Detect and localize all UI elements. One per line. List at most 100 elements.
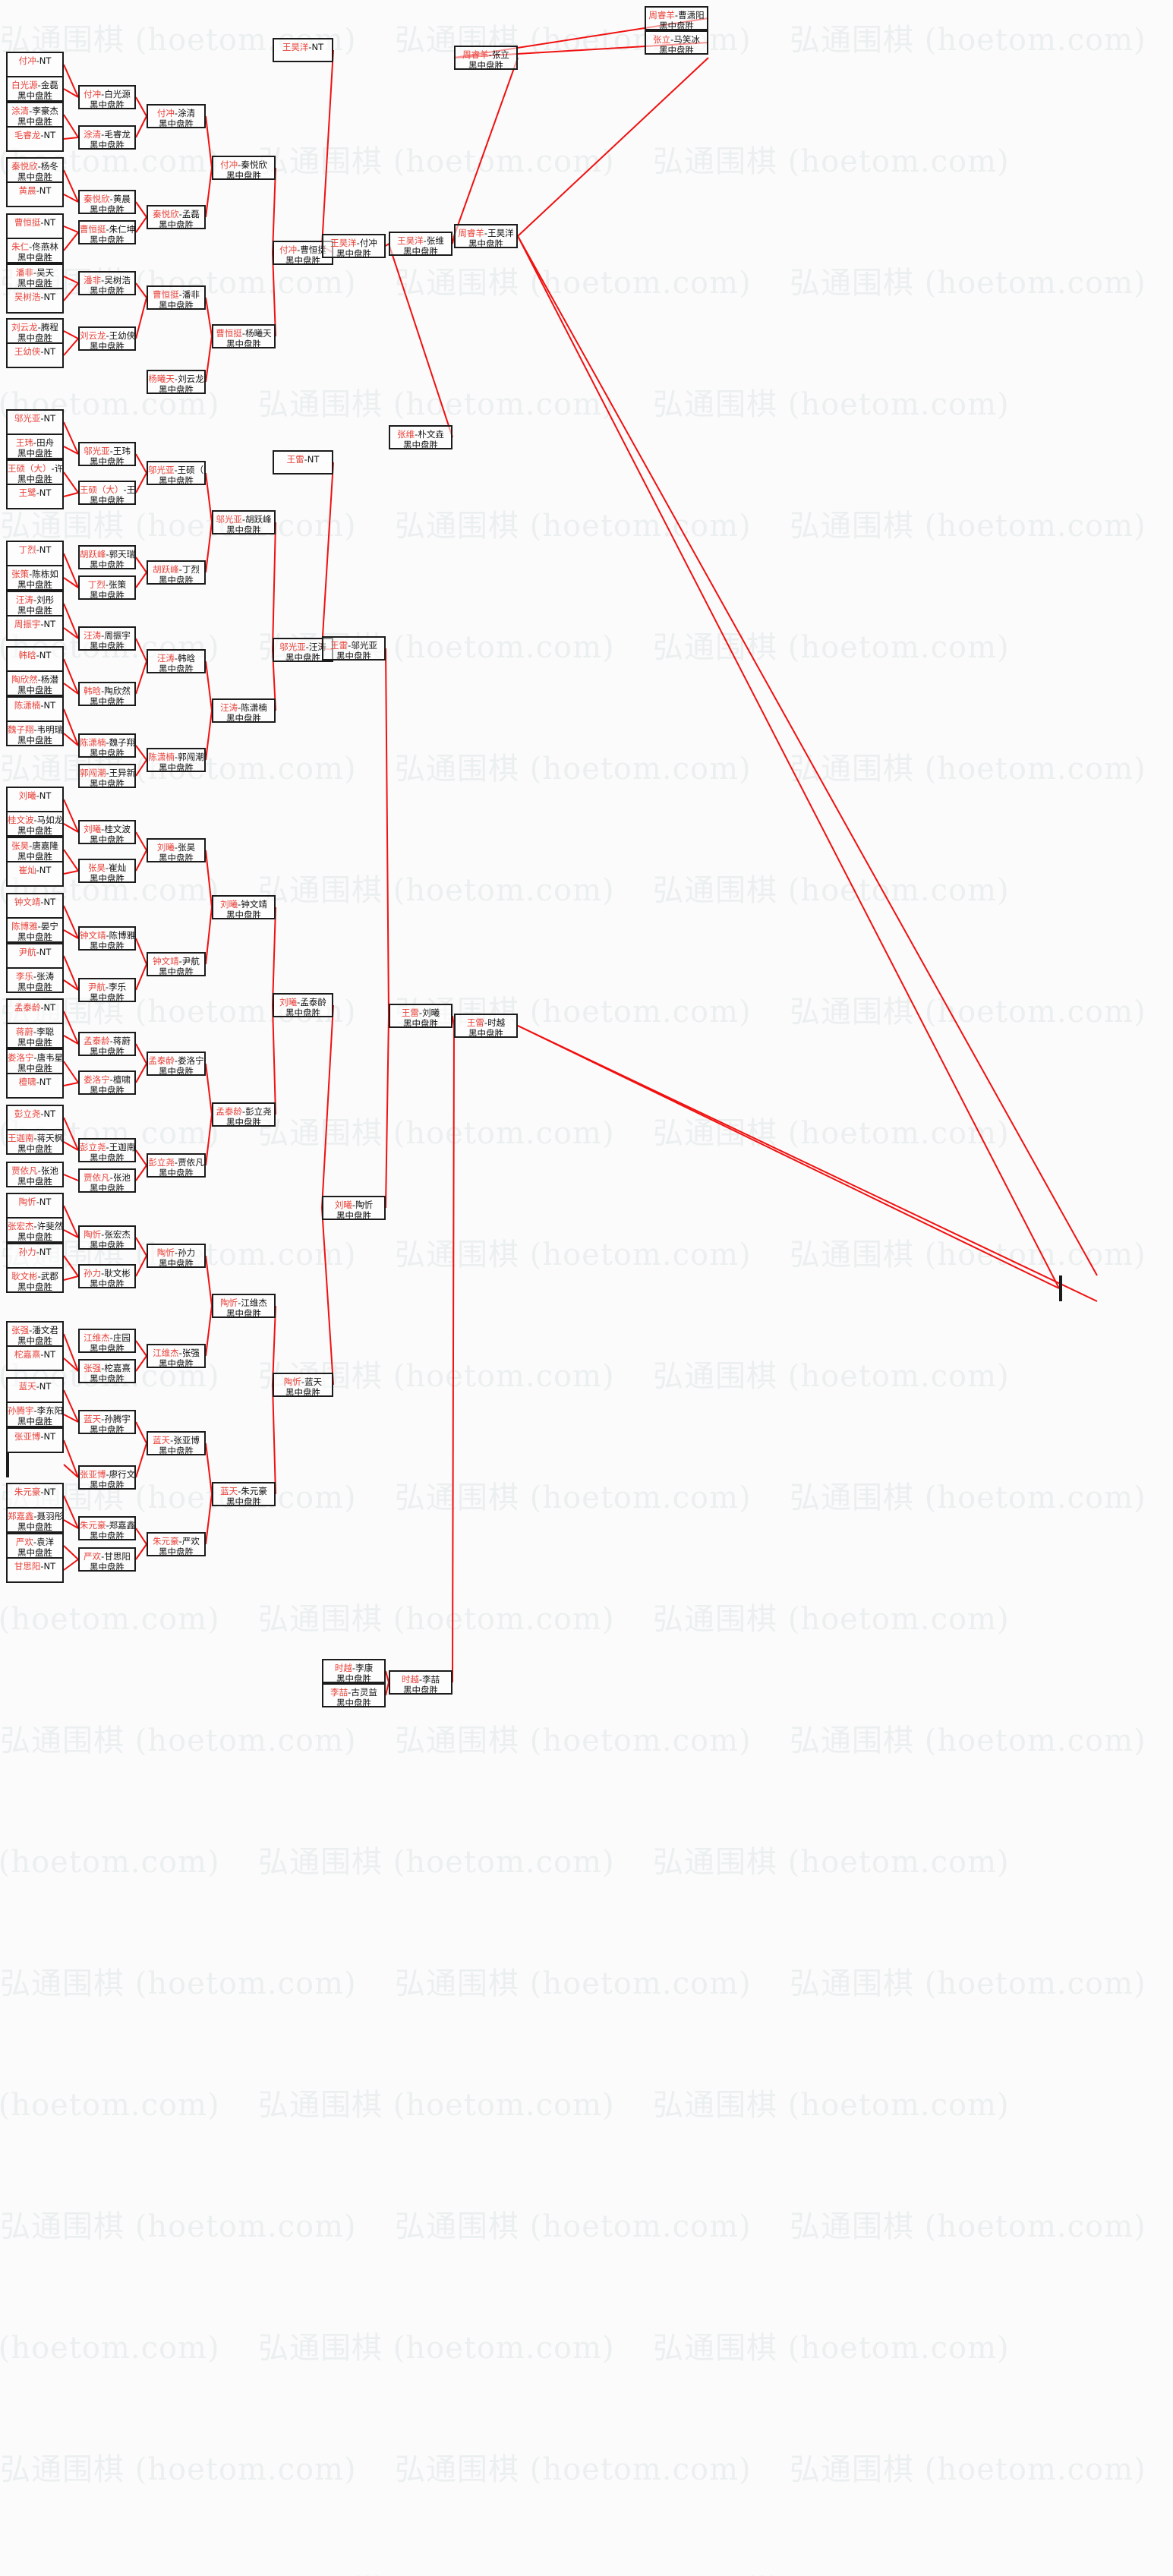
match-box[interactable]: 周睿羊-曹潇阳 黑中盘胜 <box>645 6 708 30</box>
match-box[interactable]: 刘云龙-腾程 黑中盘胜 <box>6 318 64 344</box>
match-box[interactable]: 朱元豪-NT <box>6 1483 64 1509</box>
match-box[interactable]: 付冲-涂清 黑中盘胜 <box>147 104 206 128</box>
match-box[interactable]: 陈博雅-晏宁 黑中盘胜 <box>6 917 64 943</box>
match-box[interactable]: 时越-李喆 黑中盘胜 <box>389 1670 452 1695</box>
match-box[interactable]: 江维杰-张强 黑中盘胜 <box>147 1344 206 1368</box>
match-box[interactable]: 彭立尧-贾依凡 黑中盘胜 <box>147 1153 206 1178</box>
match-box[interactable]: 蓝天-朱元豪 黑中盘胜 <box>212 1482 276 1506</box>
match-box[interactable]: 孙腾宇-李东阳 黑中盘胜 <box>6 1402 64 1427</box>
match-box[interactable]: 王雷-周睿羊白中盘胜 <box>1059 1275 1062 1301</box>
match-box[interactable]: 张立-马笑冰 黑中盘胜 <box>645 30 708 55</box>
match-box[interactable]: 严欢-甘思阳 黑中盘胜 <box>78 1547 136 1572</box>
match-box[interactable]: 娄洛宁-唐韦星 黑中盘胜 <box>6 1048 64 1074</box>
match-box[interactable]: 桂文波-马如龙 黑中盘胜 <box>6 811 64 837</box>
match-box[interactable]: 曹恒挺-朱仁坤 黑中盘胜 <box>78 220 136 244</box>
match-box[interactable]: 陶忻-NT <box>6 1193 64 1219</box>
match-box[interactable]: 孟泰龄-NT <box>6 998 64 1024</box>
match-box[interactable]: 江维杰-庄园 黑中盘胜 <box>78 1329 136 1353</box>
match-box[interactable]: 张昊-唐嘉隆 黑中盘胜 <box>6 837 64 862</box>
match-box[interactable]: 邬光亚-NT <box>6 409 64 435</box>
match-box[interactable]: 钟文靖-尹航 黑中盘胜 <box>147 952 206 976</box>
match-box[interactable]: 王硕（大）-王鹭黑中盘胜 <box>78 481 136 505</box>
match-box[interactable]: 潘非-吴树浩 黑中盘胜 <box>78 271 136 295</box>
match-box[interactable]: 陈潇楠-NT <box>6 696 64 722</box>
match-box[interactable]: 蓝天-NT <box>6 1377 64 1403</box>
match-box[interactable]: 陶忻-江维杰 黑中盘胜 <box>212 1294 276 1318</box>
match-box[interactable]: 孟泰龄-娄洛宁 黑中盘胜 <box>147 1052 206 1076</box>
match-box[interactable]: 周振宇-NT <box>6 615 64 641</box>
match-box[interactable]: 张亚博-NT <box>6 1427 64 1453</box>
match-box[interactable]: 尹航-李乐 黑中盘胜 <box>78 978 136 1002</box>
match-box[interactable]: 刘云龙-王幼侠 黑中盘胜 <box>78 326 136 351</box>
match-box[interactable]: 刘曦-张昊 黑中盘胜 <box>147 838 206 862</box>
match-box[interactable]: 王硕（大）-许振宇黑中盘胜 <box>6 459 64 485</box>
match-box[interactable]: 李乐-张涛 黑中盘胜 <box>6 967 64 993</box>
match-box[interactable]: 涂清-毛睿龙 黑中盘胜 <box>78 125 136 150</box>
match-box[interactable]: 刘曦-钟文靖 黑中盘胜 <box>212 895 276 919</box>
match-box[interactable]: 崔灿-NT <box>6 861 64 887</box>
match-box[interactable]: 付冲-白光源 黑中盘胜 <box>78 85 136 109</box>
match-box[interactable]: 邬光亚-王玮 黑中盘胜 <box>78 442 136 466</box>
match-box[interactable]: 蒋蔚-李聪 黑中盘胜 <box>6 1023 64 1048</box>
match-box[interactable]: 王雷-NT <box>273 450 333 475</box>
match-box[interactable]: 孟泰龄-彭立尧 黑中盘胜 <box>212 1102 276 1127</box>
match-box[interactable]: 白光源-金磊 黑中盘胜 <box>6 76 64 102</box>
match-box[interactable]: 丁烈-NT <box>6 541 64 566</box>
match-box[interactable]: 杨曦天-刘云龙 黑中盘胜 <box>147 370 206 394</box>
match-box[interactable]: 胡跃峰-丁烈 黑中盘胜 <box>147 560 206 585</box>
match-box[interactable]: 韩晗-NT <box>6 646 64 672</box>
match-box[interactable]: 曹恒挺-潘非 黑中盘胜 <box>147 285 206 310</box>
match-box[interactable]: 邬光亚-王硕（大）黑中盘胜 <box>147 461 206 485</box>
match-box[interactable]: 蓝天-张亚博 黑中盘胜 <box>147 1431 206 1455</box>
match-box[interactable]: 陈潇楠-郭闯潮 黑中盘胜 <box>147 748 206 772</box>
match-box[interactable]: 孟泰龄-蒋蔚 黑中盘胜 <box>78 1032 136 1056</box>
match-box[interactable]: 王玮-田舟 黑中盘胜 <box>6 434 64 459</box>
match-box[interactable]: 李喆-古灵益 黑中盘胜 <box>322 1683 386 1707</box>
match-box[interactable]: 甘思阳-NT <box>6 1557 64 1583</box>
match-box[interactable]: 柁嘉熹-NT <box>6 1345 64 1371</box>
match-box[interactable]: 周睿羊-张立 黑中盘胜 <box>454 46 518 70</box>
match-box[interactable]: 王鹭-NT <box>6 484 64 509</box>
match-box[interactable]: 刘曦-桂文波 黑中盘胜 <box>78 820 136 844</box>
match-box[interactable]: 周睿羊-王昊洋 黑中盘胜 <box>454 224 518 248</box>
match-box[interactable]: 钟文靖-NT <box>6 893 64 919</box>
match-box[interactable]: 钟文靖-陈博雅 黑中盘胜 <box>78 926 136 951</box>
match-box[interactable]: 丁烈-张策 黑中盘胜 <box>78 575 136 600</box>
match-box[interactable]: 郭闯潮-王异新 黑中盘胜 <box>78 764 136 788</box>
match-box[interactable]: 付冲-NT <box>6 52 64 77</box>
match-box[interactable]: 王迦南-蒋天枫 黑中盘胜 <box>6 1129 64 1155</box>
match-box[interactable]: 黄晨-NT <box>6 181 64 207</box>
match-box[interactable]: 彭立尧-NT <box>6 1105 64 1130</box>
match-box[interactable]: 魏子翔-韦明瑞 黑中盘胜 <box>6 720 64 746</box>
match-box[interactable]: 王幼侠-NT <box>6 342 64 368</box>
match-box[interactable]: 汪涛-韩晗 黑中盘胜 <box>147 649 206 673</box>
match-box[interactable]: 张强-潘文君 黑中盘胜 <box>6 1321 64 1347</box>
match-box[interactable]: 王雷-邬光亚 黑中盘胜 <box>322 636 386 661</box>
match-box[interactable]: 张维-朴文垚 黑中盘胜 <box>389 425 452 449</box>
match-box[interactable]: 汪涛-周振宇 黑中盘胜 <box>78 626 136 651</box>
match-box[interactable]: 曹恒挺-杨曦天 黑中盘胜 <box>212 324 276 348</box>
match-box[interactable]: 刘曦-陶忻 黑中盘胜 <box>322 1196 386 1220</box>
match-box[interactable]: 张昊-崔灿 黑中盘胜 <box>78 859 136 883</box>
match-box[interactable]: 张亚博-廖行文 黑中盘胜 <box>78 1465 136 1490</box>
match-box[interactable]: 张策-陈栋如 黑中盘胜 <box>6 565 64 591</box>
match-box[interactable]: 尹航-NT <box>6 943 64 969</box>
match-box[interactable]: 孙力-耿文彬 黑中盘胜 <box>78 1264 136 1288</box>
match-box[interactable]: 王昊洋-张维 黑中盘胜 <box>389 232 452 256</box>
match-box[interactable]: 娄洛宁-檀啸 黑中盘胜 <box>78 1070 136 1095</box>
match-box[interactable]: 付冲-秦悦欣 黑中盘胜 <box>212 156 276 180</box>
match-box[interactable]: 朱元豪-郑嘉鑫 黑中盘胜 <box>78 1516 136 1540</box>
match-box[interactable]: 檀啸-NT <box>6 1073 64 1099</box>
match-box[interactable]: 曹恒挺-NT <box>6 213 64 239</box>
match-box[interactable]: 严欢-袁洋 黑中盘胜 <box>6 1533 64 1559</box>
match-box[interactable]: 贾依凡-张池 黑中盘胜 <box>6 1162 64 1187</box>
match-box[interactable]: 胡跃峰-郭天瑞 黑中盘胜 <box>78 545 136 569</box>
match-box[interactable]: 陶欣然-杨潜 黑中盘胜 <box>6 670 64 696</box>
match-box[interactable]: 张宏杰-许斐然 黑中盘胜 <box>6 1217 64 1243</box>
match-box[interactable]: 陈潇楠-魏子翔 黑中盘胜 <box>78 733 136 758</box>
match-box[interactable]: 秦悦欣-黄晨 黑中盘胜 <box>78 190 136 214</box>
match-box[interactable]: 王昊洋-NT <box>273 38 333 62</box>
match-box[interactable]: 彭立尧-王迦南 黑中盘胜 <box>78 1138 136 1162</box>
match-box[interactable]: 王雷-刘曦 黑中盘胜 <box>389 1004 452 1028</box>
match-box[interactable]: 潘非-吴天 黑中盘胜 <box>6 263 64 289</box>
